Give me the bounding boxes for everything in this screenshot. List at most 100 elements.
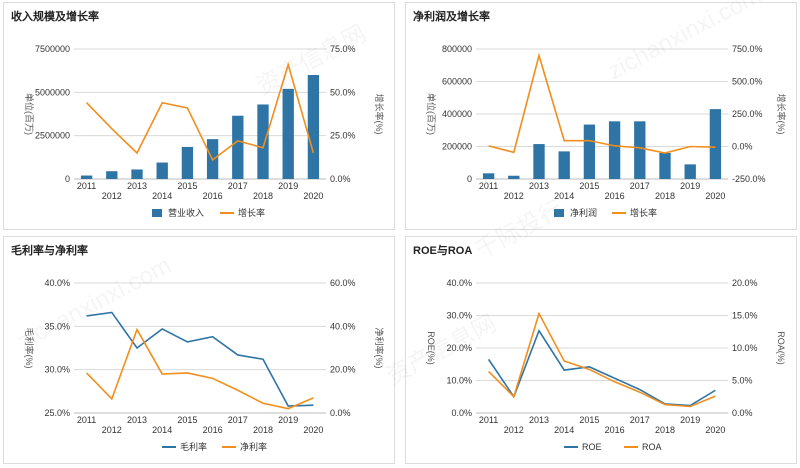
y-tick-label: 600000 bbox=[442, 77, 472, 87]
x-tick-label: 2011 bbox=[479, 415, 498, 425]
legend-label: 增长率 bbox=[238, 207, 265, 218]
y-tick-label: 0.0% bbox=[451, 408, 472, 418]
y-tick-label: 40.0% bbox=[44, 278, 70, 288]
bar bbox=[131, 169, 143, 179]
bar bbox=[232, 115, 244, 179]
y2-tick-label: 20.0% bbox=[330, 365, 356, 375]
legend-label: 营业收入 bbox=[168, 207, 204, 218]
x-tick-label: 2013 bbox=[127, 181, 147, 191]
legend-label: 净利润 bbox=[570, 207, 597, 218]
x-tick-label: 2020 bbox=[303, 425, 323, 435]
roe-roa-panel: ROE与ROA 0.0% 10.0% 20.0% 30.0% 40.0% 0.0% 5.0%… bbox=[405, 236, 797, 464]
y-tick-label: 10.0% bbox=[446, 376, 472, 386]
y-axis-title: 单位(百万) bbox=[426, 93, 437, 135]
legend-label: 净利率 bbox=[240, 441, 267, 452]
revenue-growth-panel: 收入规模及增长率 0 2500000 5000000 7500000 0.0% 25.0%… bbox=[3, 2, 395, 230]
y-axis-title: ROE(%) bbox=[426, 331, 436, 365]
x-tick-label: 2012 bbox=[102, 425, 122, 435]
series-line bbox=[86, 311, 314, 407]
x-tick-label: 2013 bbox=[127, 415, 147, 425]
x-tick-label: 2011 bbox=[77, 415, 96, 425]
series-line bbox=[488, 311, 716, 408]
x-tick-label: 2014 bbox=[554, 425, 574, 435]
y-tick-label: 7500000 bbox=[35, 44, 70, 54]
x-tick-label: 2017 bbox=[630, 415, 650, 425]
y-tick-label: 35.0% bbox=[44, 321, 70, 331]
legend-label: 增长率 bbox=[630, 207, 657, 218]
x-tick-label: 2014 bbox=[152, 191, 172, 201]
y2-tick-label: 0.0% bbox=[732, 142, 753, 152]
bar bbox=[558, 151, 570, 179]
chart-title: ROE与ROA bbox=[413, 245, 473, 257]
x-tick-label: 2017 bbox=[228, 181, 248, 191]
x-tick-label: 2012 bbox=[504, 425, 524, 435]
x-tick-label: 2015 bbox=[579, 181, 599, 191]
x-tick-label: 2016 bbox=[203, 191, 223, 201]
x-tick-label: 2011 bbox=[479, 181, 498, 191]
bar bbox=[80, 175, 93, 179]
legend-label: ROA bbox=[642, 442, 662, 452]
x-tick-label: 2020 bbox=[705, 425, 725, 435]
y-tick-label: 5000000 bbox=[35, 87, 70, 97]
y-tick-label: 40.0% bbox=[446, 278, 472, 288]
x-tick-label: 2016 bbox=[605, 191, 625, 201]
y2-tick-label: 500.0% bbox=[732, 77, 763, 87]
chart-title: 收入规模及增长率 bbox=[11, 11, 99, 23]
y-axis-title: 单位(百万) bbox=[24, 93, 35, 135]
y2-tick-label: 15.0% bbox=[732, 311, 758, 321]
series-line bbox=[86, 61, 315, 162]
chart-title: 净利润及增长率 bbox=[413, 11, 490, 23]
x-tick-label: 2011 bbox=[77, 181, 96, 191]
bar bbox=[508, 175, 520, 179]
margin-panel: 毛利率与净利率 25.0% 30.0% 35.0% 40.0% 0.0% 20.0% 40.… bbox=[3, 236, 395, 464]
margin-chart: 25.0% 30.0% 35.0% 40.0% 0.0% 20.0% 40.0% 60.0% 毛… bbox=[24, 278, 385, 452]
y-tick-label: 25.0% bbox=[44, 408, 70, 418]
revenue-growth-chart: 0 2500000 5000000 7500000 0.0% 25.0% 50.0% 75.0… bbox=[24, 44, 385, 218]
x-tick-label: 2019 bbox=[680, 181, 700, 191]
y2-tick-label: 5.0% bbox=[732, 376, 753, 386]
x-tick-label: 2013 bbox=[529, 415, 549, 425]
bar bbox=[156, 162, 168, 179]
y2-tick-label: -250.0% bbox=[732, 174, 766, 184]
bar bbox=[181, 146, 194, 179]
bar bbox=[482, 173, 495, 179]
bar bbox=[106, 171, 118, 179]
x-tick-label: 2015 bbox=[579, 415, 599, 425]
bar bbox=[659, 153, 671, 179]
x-tick-label: 2018 bbox=[253, 425, 273, 435]
x-tick-label: 2016 bbox=[605, 425, 625, 435]
y2-axis-title: 增长率(%) bbox=[776, 94, 787, 135]
y2-tick-label: 10.0% bbox=[732, 343, 758, 353]
bar bbox=[634, 121, 646, 179]
y2-tick-label: 20.0% bbox=[732, 278, 758, 288]
y2-tick-label: 0.0% bbox=[330, 408, 351, 418]
x-tick-label: 2015 bbox=[177, 415, 197, 425]
y2-axis-title: 净利率(%) bbox=[374, 328, 385, 369]
series-line bbox=[488, 52, 716, 154]
y-axis-title: 毛利率(%) bbox=[24, 328, 35, 369]
y-tick-label: 800000 bbox=[442, 44, 472, 54]
bar bbox=[533, 144, 545, 179]
y-tick-label: 0 bbox=[467, 174, 472, 184]
legend-label: ROE bbox=[582, 442, 602, 452]
x-tick-label: 2017 bbox=[228, 415, 248, 425]
y2-tick-label: 750.0% bbox=[732, 44, 763, 54]
y-tick-label: 2500000 bbox=[35, 131, 70, 141]
x-tick-label: 2012 bbox=[504, 191, 524, 201]
y-tick-label: 0 bbox=[65, 174, 70, 184]
x-tick-label: 2019 bbox=[278, 181, 298, 191]
y2-axis-title: ROA(%) bbox=[776, 331, 786, 365]
x-tick-label: 2018 bbox=[253, 191, 273, 201]
series-line bbox=[487, 329, 716, 407]
net-profit-growth-chart: 0 200000 400000 600000 800000 -250.0% 0.0% 250.… bbox=[426, 44, 787, 218]
bar bbox=[583, 124, 596, 179]
y2-tick-label: 250.0% bbox=[732, 109, 763, 119]
y2-axis-title: 增长率(%) bbox=[374, 94, 385, 135]
chart-title: 毛利率与净利率 bbox=[11, 245, 88, 257]
x-tick-label: 2013 bbox=[529, 181, 549, 191]
y-tick-label: 400000 bbox=[442, 109, 472, 119]
x-tick-label: 2020 bbox=[705, 191, 725, 201]
y-tick-label: 30.0% bbox=[44, 365, 70, 375]
x-tick-label: 2012 bbox=[102, 191, 122, 201]
x-tick-label: 2019 bbox=[680, 415, 700, 425]
